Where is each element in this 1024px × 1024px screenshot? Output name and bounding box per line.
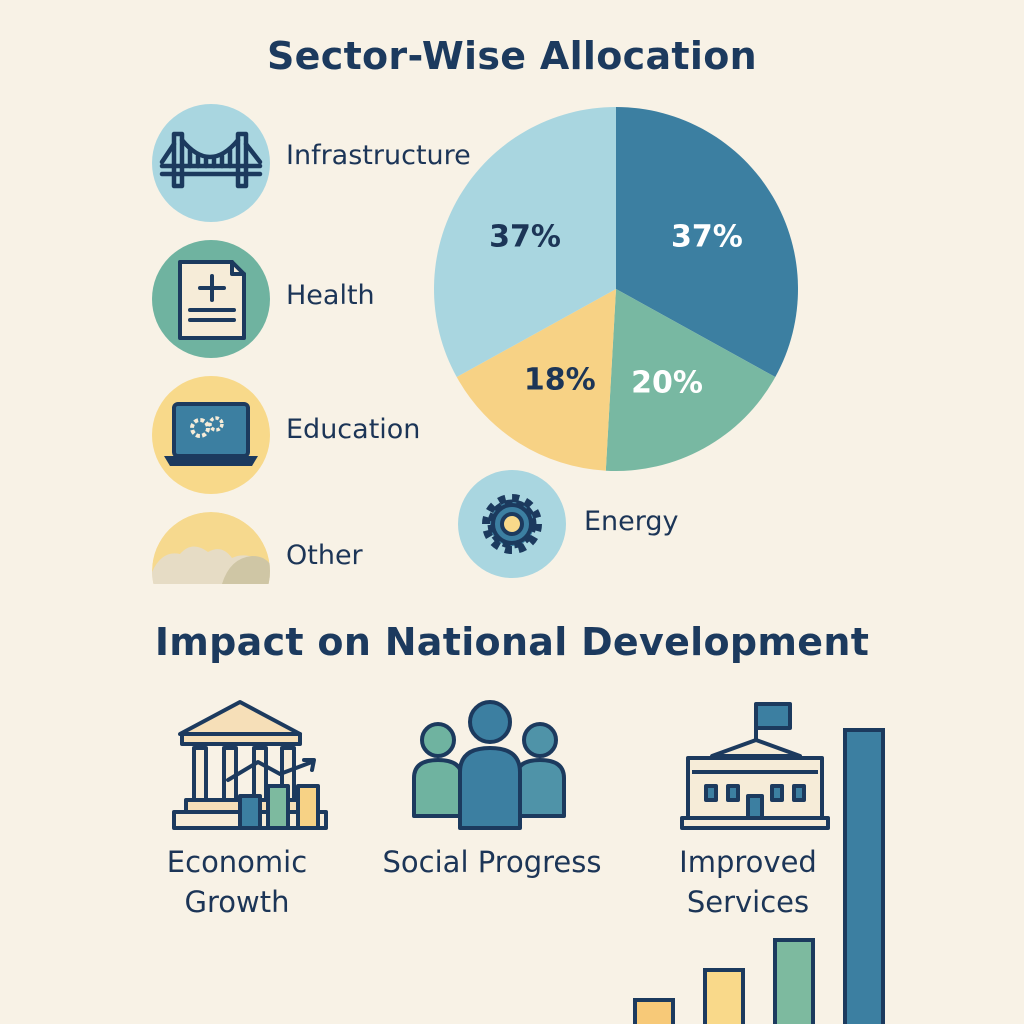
- pie-slice-4: [434, 107, 616, 378]
- legend-label-infrastructure: Infrastructure: [286, 140, 471, 171]
- pie-slice-2: [605, 289, 776, 472]
- legend-label-education: Education: [286, 414, 421, 445]
- gear-icon: [458, 470, 566, 578]
- bar-2: [703, 968, 745, 1024]
- medical-document-icon: [152, 240, 270, 358]
- bridge-icon: [152, 104, 270, 222]
- cloud-hills-icon: [152, 512, 270, 630]
- bar-1: [633, 998, 675, 1024]
- impact-label-economic-growth: Economic Growth: [166, 845, 308, 919]
- legend-label-other: Other: [286, 540, 363, 571]
- impact-label-improved-services: Improved Services: [679, 845, 817, 919]
- pie-label-1: 37%: [671, 219, 743, 254]
- pie-slice-3: [456, 289, 616, 471]
- bar-3: [773, 938, 815, 1024]
- legend-label-health: Health: [286, 280, 375, 311]
- pie-label-3: 18%: [524, 362, 596, 397]
- bar-4: [843, 728, 885, 1024]
- laptop-gear-icon: [152, 376, 270, 494]
- pie-label-2: 20%: [631, 365, 703, 400]
- impact-label-social-progress: Social Progress: [382, 845, 602, 879]
- pie-label-4: 37%: [489, 219, 561, 254]
- allocation-title: Sector-Wise Allocation: [267, 34, 757, 78]
- pie-slice-1: [616, 107, 798, 378]
- impact-title: Impact on National Development: [154, 620, 870, 664]
- legend-label-energy: Energy: [584, 506, 679, 537]
